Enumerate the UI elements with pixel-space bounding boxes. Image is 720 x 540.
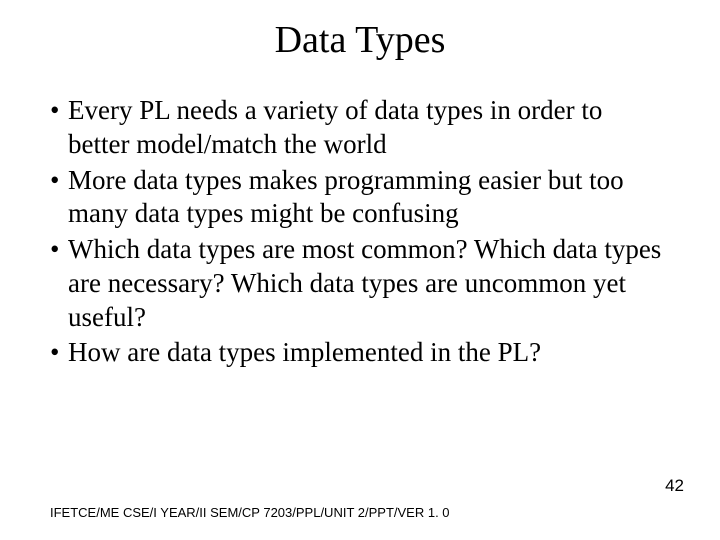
- slide: Data Types • Every PL needs a variety of…: [0, 0, 720, 540]
- bullet-text: Which data types are most common? Which …: [68, 233, 670, 334]
- bullet-marker-icon: •: [50, 336, 68, 370]
- slide-body: • Every PL needs a variety of data types…: [0, 70, 720, 370]
- bullet-marker-icon: •: [50, 94, 68, 128]
- slide-title: Data Types: [0, 0, 720, 70]
- bullet-text: How are data types implemented in the PL…: [68, 336, 670, 370]
- bullet-text: More data types makes programming easier…: [68, 164, 670, 232]
- slide-footer: IFETCE/ME CSE/I YEAR/II SEM/CP 7203/PPL/…: [50, 505, 450, 520]
- bullet-item: • Every PL needs a variety of data types…: [50, 94, 670, 162]
- bullet-marker-icon: •: [50, 164, 68, 198]
- bullet-text: Every PL needs a variety of data types i…: [68, 94, 670, 162]
- bullet-marker-icon: •: [50, 233, 68, 267]
- page-number: 42: [665, 476, 684, 496]
- bullet-item: • How are data types implemented in the …: [50, 336, 670, 370]
- bullet-item: • Which data types are most common? Whic…: [50, 233, 670, 334]
- bullet-item: • More data types makes programming easi…: [50, 164, 670, 232]
